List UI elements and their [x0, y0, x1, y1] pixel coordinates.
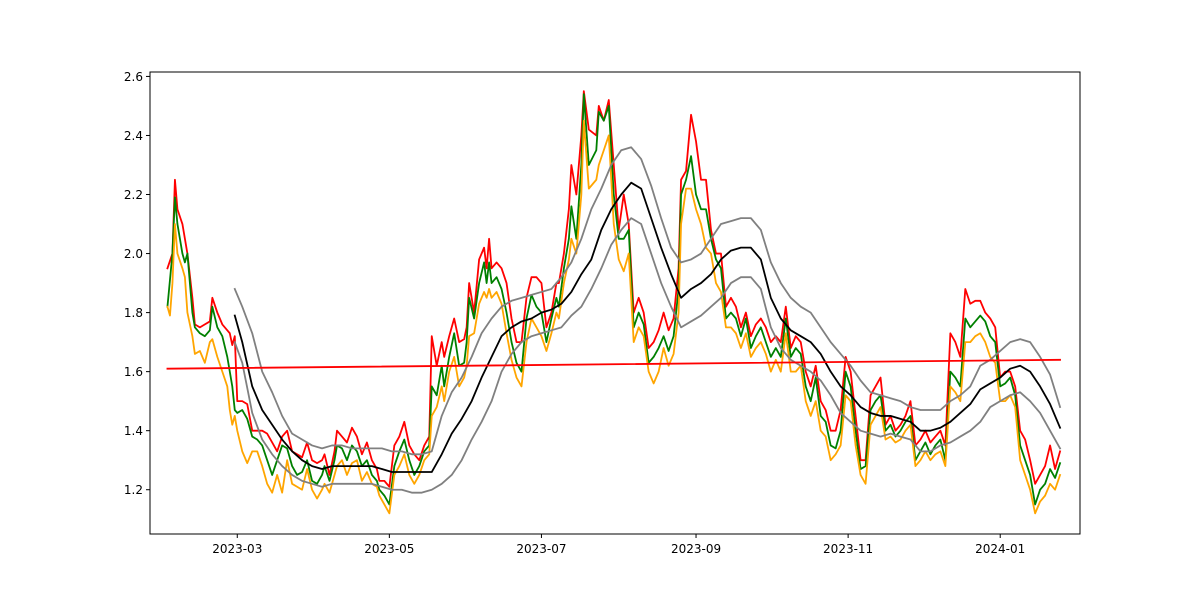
y-tick-label: 1.4	[124, 424, 143, 438]
series-line-3	[166, 119, 1062, 515]
y-tick-label: 2.4	[124, 129, 143, 143]
y-tick-label: 2.0	[124, 247, 143, 261]
y-tick-label: 1.6	[124, 365, 143, 379]
x-tick-label: 2023-11	[823, 542, 873, 556]
x-tick-label: 2023-03	[212, 542, 262, 556]
y-tick-label: 1.2	[124, 483, 143, 497]
y-tick-label: 2.2	[124, 188, 143, 202]
x-tick-label: 2024-01	[975, 542, 1025, 556]
series-line-1	[166, 90, 1062, 488]
y-tick-label: 2.6	[124, 70, 143, 84]
series-line-2	[166, 93, 1062, 506]
y-axis: 1.2 1.4 1.6 1.8 2.0 2.2 2.4 2.6	[124, 70, 150, 497]
series-line-4	[233, 181, 1062, 473]
plot-frame	[149, 71, 1081, 535]
y-tick-label: 1.8	[124, 306, 143, 320]
series-line-5	[233, 146, 1062, 456]
x-tick-label: 2023-07	[516, 542, 566, 556]
series-line-6	[233, 217, 1062, 494]
series-line-7	[166, 358, 1061, 370]
x-tick-label: 2023-05	[364, 542, 414, 556]
x-tick-label: 2023-09	[671, 542, 721, 556]
series-layer	[166, 90, 1062, 515]
x-axis: 2023-03 2023-05 2023-07 2023-09 2023-11 2024-…	[212, 534, 1025, 556]
